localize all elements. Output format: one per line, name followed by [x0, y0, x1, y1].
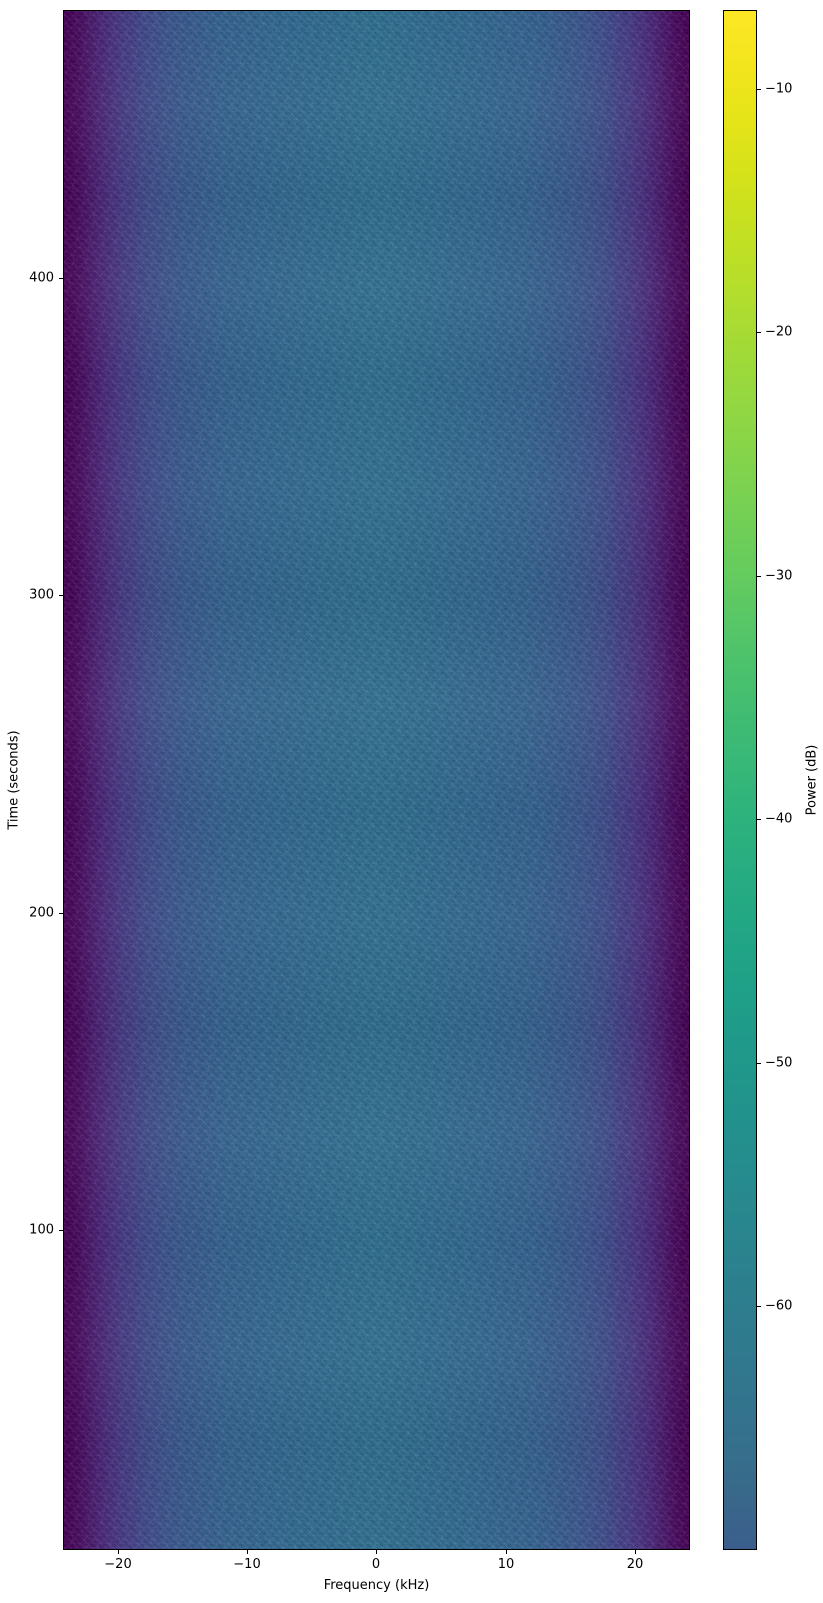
colorbar-tick-mark	[757, 1306, 761, 1307]
xtick-mark	[506, 1550, 507, 1554]
colorbar-tick-label: −40	[765, 811, 793, 827]
colorbar-tick-label: −30	[765, 568, 793, 584]
ytick-label: 200	[29, 905, 54, 921]
xtick-mark	[635, 1550, 636, 1554]
xtick-label: 10	[497, 1557, 515, 1572]
spectrogram-time-drift	[64, 11, 689, 1549]
colorbar-tick-label: −20	[765, 324, 793, 340]
colorbar-tick-label: −50	[765, 1055, 793, 1071]
ytick-mark	[59, 278, 63, 279]
colorbar-tick-label: −60	[765, 1298, 793, 1314]
colorbar-tick-mark	[757, 332, 761, 333]
xtick-mark	[247, 1550, 248, 1554]
spectrogram-row-striations	[64, 11, 689, 1549]
colorbar-tick-mark	[757, 819, 761, 820]
ytick-label: 100	[29, 1222, 54, 1238]
ytick-mark	[59, 595, 63, 596]
colorbar-tick-mark	[757, 89, 761, 90]
ytick-label: 300	[29, 587, 54, 603]
xtick-mark	[376, 1550, 377, 1554]
spectrogram-noise-layer-b	[64, 11, 689, 1549]
ytick-mark	[59, 913, 63, 914]
colorbar-gradient	[724, 11, 756, 1549]
spectrogram-noise-layer-a	[64, 11, 689, 1549]
spectrogram-noise-layer-c	[64, 11, 689, 1549]
spectrogram-band-gradient	[64, 11, 689, 1549]
y-axis-label: Time (seconds)	[6, 730, 22, 830]
ytick-label: 400	[29, 270, 54, 286]
colorbar-label: Power (dB)	[804, 744, 820, 816]
colorbar-axes	[723, 10, 757, 1550]
xtick-label: 20	[626, 1557, 644, 1572]
xtick-mark	[118, 1550, 119, 1554]
colorbar-tick-label: −10	[765, 81, 793, 97]
xtick-label: −20	[104, 1557, 132, 1572]
colorbar-tick-mark	[757, 576, 761, 577]
spectrogram-axes	[63, 10, 690, 1550]
ytick-mark	[59, 1230, 63, 1231]
xtick-label: −10	[233, 1557, 261, 1572]
x-axis-label: Frequency (kHz)	[323, 1578, 430, 1593]
spectrogram-heatmap	[64, 11, 689, 1549]
colorbar-tick-mark	[757, 1063, 761, 1064]
xtick-label: 0	[371, 1557, 381, 1572]
